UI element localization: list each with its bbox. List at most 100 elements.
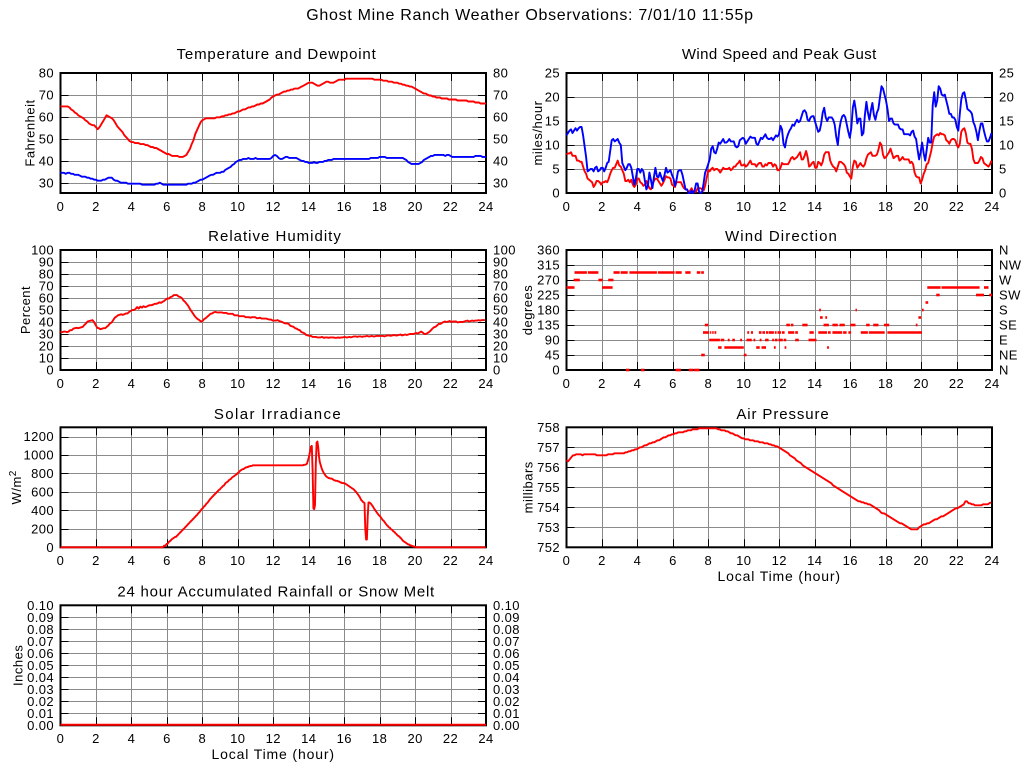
svg-text:70: 70 (493, 88, 508, 103)
svg-text:S: S (999, 303, 1008, 318)
svg-text:14: 14 (807, 199, 822, 214)
svg-text:180: 180 (537, 303, 560, 318)
svg-text:10: 10 (230, 376, 245, 391)
svg-text:18: 18 (372, 731, 387, 746)
svg-text:Relative Humidity: Relative Humidity (208, 228, 342, 245)
svg-text:SE: SE (999, 318, 1017, 333)
svg-text:0.08: 0.08 (27, 622, 54, 637)
svg-text:10: 10 (999, 138, 1014, 153)
svg-text:14: 14 (301, 199, 316, 214)
svg-text:20: 20 (913, 376, 928, 391)
svg-text:1200: 1200 (23, 429, 54, 444)
svg-text:2: 2 (598, 553, 606, 568)
svg-text:0.03: 0.03 (493, 682, 520, 697)
svg-text:0.00: 0.00 (27, 718, 54, 733)
svg-text:18: 18 (878, 553, 893, 568)
svg-text:0.02: 0.02 (493, 694, 520, 709)
svg-text:755: 755 (537, 480, 560, 495)
svg-text:14: 14 (301, 376, 316, 391)
svg-text:NE: NE (999, 348, 1018, 363)
svg-text:0.07: 0.07 (493, 634, 520, 649)
svg-text:25: 25 (999, 66, 1014, 81)
svg-text:8: 8 (198, 553, 206, 568)
svg-text:22: 22 (949, 376, 964, 391)
svg-text:60: 60 (39, 291, 54, 306)
svg-text:20: 20 (913, 553, 928, 568)
svg-text:4: 4 (634, 553, 642, 568)
svg-text:12: 12 (266, 731, 281, 746)
svg-text:2: 2 (598, 376, 606, 391)
svg-text:Percent: Percent (18, 286, 33, 334)
svg-text:0.06: 0.06 (27, 646, 54, 661)
svg-text:0: 0 (46, 363, 54, 378)
svg-text:Fahrenheit: Fahrenheit (23, 99, 38, 166)
svg-text:2: 2 (92, 553, 100, 568)
svg-text:90: 90 (493, 255, 508, 270)
svg-text:315: 315 (537, 258, 560, 273)
svg-text:Inches: Inches (11, 645, 26, 686)
svg-text:0.04: 0.04 (493, 670, 520, 685)
svg-text:Solar Irradiance: Solar Irradiance (214, 406, 342, 423)
svg-text:0: 0 (552, 186, 560, 201)
svg-text:14: 14 (807, 553, 822, 568)
svg-text:Ghost Mine Ranch Weather Obser: Ghost Mine Ranch Weather Observations: 7… (306, 7, 753, 24)
svg-text:30: 30 (493, 327, 508, 342)
svg-text:10: 10 (230, 553, 245, 568)
svg-text:10: 10 (736, 376, 751, 391)
svg-text:0.01: 0.01 (493, 706, 520, 721)
svg-text:40: 40 (39, 154, 54, 169)
svg-text:0: 0 (493, 363, 501, 378)
svg-text:Temperature and Dewpoint: Temperature and Dewpoint (177, 46, 377, 63)
svg-text:135: 135 (537, 318, 560, 333)
svg-text:10: 10 (493, 351, 508, 366)
svg-text:N: N (999, 243, 1009, 258)
svg-text:30: 30 (39, 327, 54, 342)
svg-text:0.10: 0.10 (27, 598, 54, 613)
svg-text:12: 12 (266, 553, 281, 568)
svg-text:50: 50 (39, 132, 54, 147)
svg-text:20: 20 (493, 339, 508, 354)
svg-text:16: 16 (337, 731, 352, 746)
svg-text:400: 400 (31, 503, 54, 518)
svg-text:5: 5 (999, 162, 1007, 177)
svg-text:degrees: degrees (520, 285, 535, 335)
svg-text:4: 4 (634, 199, 642, 214)
svg-text:22: 22 (443, 376, 458, 391)
svg-text:200: 200 (31, 521, 54, 536)
svg-text:25: 25 (545, 66, 560, 81)
svg-text:70: 70 (39, 88, 54, 103)
svg-text:30: 30 (39, 176, 54, 191)
svg-text:800: 800 (31, 466, 54, 481)
svg-text:W/m2: W/m2 (8, 470, 24, 504)
svg-text:60: 60 (493, 291, 508, 306)
svg-text:22: 22 (443, 553, 458, 568)
svg-text:40: 40 (493, 315, 508, 330)
svg-text:6: 6 (163, 376, 171, 391)
svg-text:600: 600 (31, 484, 54, 499)
svg-text:6: 6 (669, 553, 677, 568)
svg-text:15: 15 (545, 114, 560, 129)
svg-text:10: 10 (39, 351, 54, 366)
svg-text:80: 80 (39, 66, 54, 81)
svg-text:E: E (999, 333, 1008, 348)
svg-text:270: 270 (537, 273, 560, 288)
svg-text:40: 40 (493, 154, 508, 169)
svg-text:millibars: millibars (521, 461, 536, 513)
svg-text:2: 2 (598, 199, 606, 214)
svg-text:miles/hour: miles/hour (530, 100, 545, 165)
svg-text:0.01: 0.01 (27, 706, 54, 721)
svg-text:20: 20 (407, 199, 422, 214)
svg-text:0.09: 0.09 (27, 610, 54, 625)
svg-text:22: 22 (949, 199, 964, 214)
svg-text:16: 16 (843, 199, 858, 214)
svg-text:70: 70 (493, 279, 508, 294)
svg-text:0.10: 0.10 (493, 598, 520, 613)
svg-text:10: 10 (736, 199, 751, 214)
svg-text:22: 22 (949, 553, 964, 568)
svg-text:50: 50 (493, 303, 508, 318)
svg-text:0: 0 (999, 186, 1007, 201)
svg-text:8: 8 (704, 199, 712, 214)
svg-text:2: 2 (92, 376, 100, 391)
svg-text:16: 16 (337, 553, 352, 568)
svg-text:24 hour Accumulated Rainfall o: 24 hour Accumulated Rainfall or Snow Mel… (117, 584, 435, 601)
